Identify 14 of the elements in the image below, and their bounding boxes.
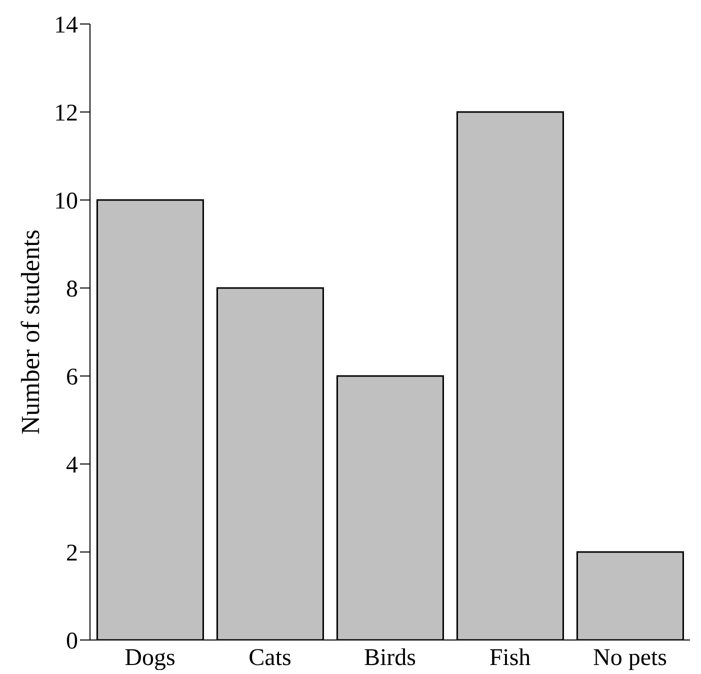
- y-tick-label: 0: [66, 628, 78, 655]
- y-tick-label: 6: [66, 364, 78, 391]
- y-tick-label: 10: [54, 188, 78, 215]
- y-tick-label: 14: [54, 12, 78, 39]
- y-tick-label: 4: [66, 452, 78, 479]
- x-tick-label: Dogs: [124, 645, 176, 672]
- x-tick-label: Birds: [364, 645, 416, 672]
- y-tick-label: 2: [66, 540, 78, 567]
- y-tick-label: 12: [54, 100, 78, 127]
- y-tick-label: 8: [66, 276, 78, 303]
- x-tick-label: Fish: [489, 645, 531, 672]
- y-axis-title: Number of students: [16, 229, 46, 435]
- x-tick-label: Cats: [248, 645, 292, 672]
- x-tick-label: No pets: [593, 645, 667, 672]
